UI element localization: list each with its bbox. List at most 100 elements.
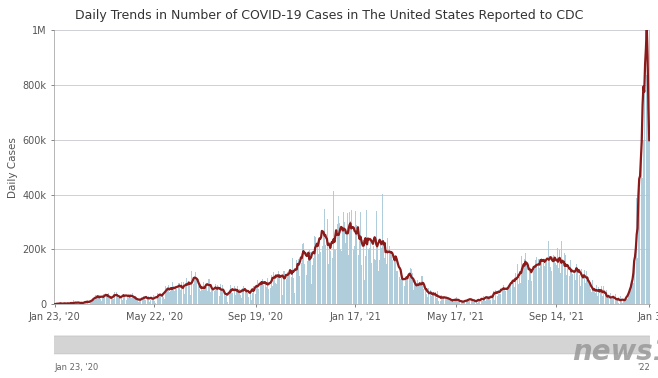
Bar [354,246,355,304]
Bar [603,289,605,304]
Bar [572,276,573,304]
Bar [149,302,150,304]
Bar [109,298,110,304]
Bar [638,219,639,304]
Bar [163,297,164,304]
Bar [388,251,390,304]
Bar [91,302,92,304]
Bar [524,259,525,304]
Bar [185,287,186,304]
Bar [429,289,430,304]
Bar [562,260,563,304]
Bar [555,263,556,304]
Bar [492,295,493,304]
Bar [635,266,636,304]
Bar [249,282,250,304]
Bar [384,258,385,304]
Bar [391,255,392,304]
Bar [522,269,523,304]
Bar [268,282,270,304]
Bar [351,210,353,304]
Bar [372,234,373,304]
Bar [463,301,464,304]
Bar [234,286,235,304]
Bar [104,298,105,304]
Bar [646,75,647,304]
Bar [426,294,427,304]
Bar [454,300,455,304]
Bar [320,212,321,304]
Bar [144,296,145,304]
Bar [576,264,577,304]
Bar [381,248,382,304]
Bar [135,298,136,304]
Bar [217,285,218,304]
Bar [196,279,197,304]
Bar [517,264,518,304]
Bar [469,301,470,304]
Bar [214,291,215,304]
Bar [415,280,416,304]
Bar [462,301,463,304]
Bar [77,302,78,304]
Bar [215,284,216,304]
Bar [128,298,129,304]
Bar [322,246,323,304]
Bar [621,301,622,304]
Bar [584,270,585,304]
Bar [541,258,542,304]
Bar [446,297,447,304]
Bar [508,287,509,304]
Bar [466,300,467,304]
Bar [530,273,531,304]
Bar [593,290,594,304]
Bar [302,244,303,304]
Bar [119,299,120,304]
Bar [353,249,354,304]
Bar [362,254,363,304]
Bar [224,293,225,304]
Bar [629,290,630,304]
Text: Daily Trends in Number of COVID-19 Cases in The United States Reported to CDC: Daily Trends in Number of COVID-19 Cases… [75,9,583,22]
Bar [632,280,633,304]
Bar [608,297,609,304]
Bar [230,285,231,304]
Bar [393,256,394,304]
Bar [236,289,237,304]
Bar [343,212,344,304]
Bar [563,283,564,304]
Bar [617,300,618,304]
Bar [288,274,289,304]
Bar [355,211,356,304]
Bar [129,295,130,304]
Bar [640,39,642,304]
Bar [202,290,203,304]
Bar [205,288,206,304]
Bar [406,278,407,304]
Bar [97,297,98,304]
Bar [476,300,477,304]
Bar [311,284,312,304]
Bar [194,276,195,304]
Bar [497,296,498,304]
Bar [341,251,342,304]
Bar [647,0,648,304]
Bar [334,249,335,304]
Bar [575,280,576,304]
Bar [448,298,449,304]
Bar [181,282,182,304]
Bar [485,302,486,304]
Bar [614,297,615,304]
Bar [417,280,418,304]
Bar [405,279,406,304]
Bar [639,188,640,304]
Bar [255,294,256,304]
Bar [232,293,233,304]
Bar [210,292,211,304]
Bar [503,285,504,304]
Bar [83,303,84,304]
Bar [261,285,262,304]
Bar [483,296,484,304]
Bar [370,239,371,304]
Bar [550,267,551,304]
